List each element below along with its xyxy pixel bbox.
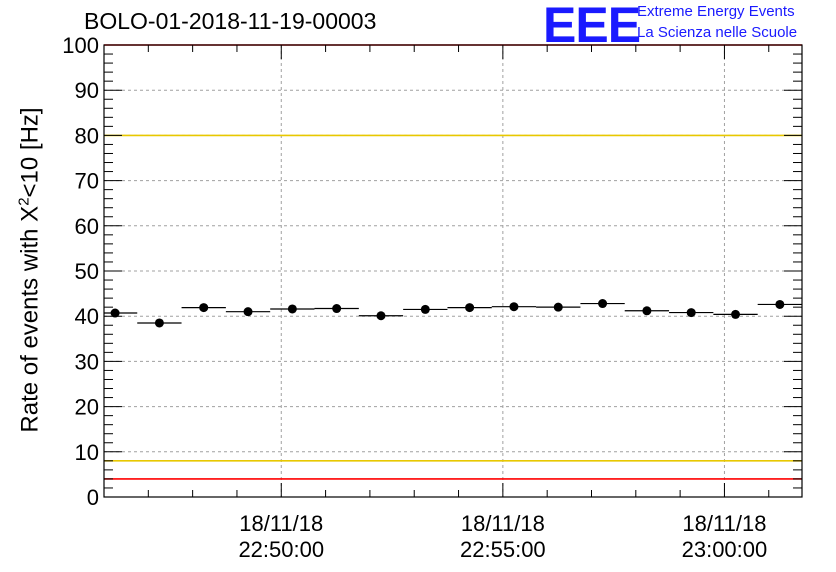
logo-line-2: La Scienza nelle Scuole: [637, 24, 798, 41]
axis-ticks: [103, 44, 802, 498]
data-point: [642, 306, 652, 316]
data-point: [553, 302, 563, 312]
y-tick-label: 40: [75, 304, 99, 329]
y-tick-label: 90: [75, 78, 99, 103]
y-tick-labels: 0 10 20 30 40 50 60 70 80 90 100: [62, 33, 99, 510]
x-tick-time: 22:50:00: [238, 537, 324, 562]
y-axis-label-sup: 2: [15, 197, 33, 206]
y-tick-label: 0: [87, 485, 99, 510]
data-point: [110, 308, 120, 318]
x-tick-labels: 18/11/1822:50:0018/11/1822:55:0018/11/18…: [238, 511, 767, 562]
x-tick-date: 18/11/18: [682, 511, 766, 536]
reference-lines: [104, 44, 802, 480]
y-tick-label: 100: [62, 33, 99, 58]
y-tick-label: 30: [75, 349, 99, 374]
data-point: [598, 299, 608, 309]
grid: [104, 45, 802, 497]
y-tick-label: 20: [75, 395, 99, 420]
data-point: [199, 303, 209, 313]
x-tick-time: 22:55:00: [460, 537, 546, 562]
data-point: [287, 304, 297, 314]
y-axis-label-prefix: Rate of events with X: [16, 205, 44, 433]
y-tick-label: 50: [75, 259, 99, 284]
x-tick-date: 18/11/18: [239, 511, 323, 536]
data-points: [104, 299, 802, 328]
y-tick-label: 10: [75, 440, 99, 465]
y-axis-label: Rate of events with X2<10 [Hz]: [16, 107, 45, 432]
y-tick-label: 60: [75, 214, 99, 239]
logo-line-1: Extreme Energy Events: [637, 3, 795, 20]
data-point: [686, 308, 696, 318]
data-point: [243, 307, 253, 317]
y-tick-label: 70: [75, 169, 99, 194]
x-tick-date: 18/11/18: [461, 511, 545, 536]
y-axis-label-suffix: <10 [Hz]: [16, 107, 44, 198]
data-point: [376, 311, 386, 321]
x-tick-time: 23:00:00: [682, 537, 768, 562]
data-point: [420, 304, 430, 314]
data-point: [731, 309, 741, 319]
data-point: [509, 302, 519, 312]
y-tick-label: 80: [75, 123, 99, 148]
data-point: [775, 299, 785, 309]
eee-logo: EEE: [543, 0, 641, 53]
data-point: [332, 304, 342, 314]
chart-title: BOLO-01-2018-11-19-00003: [84, 8, 377, 34]
data-point: [465, 303, 475, 313]
data-point: [154, 318, 164, 328]
